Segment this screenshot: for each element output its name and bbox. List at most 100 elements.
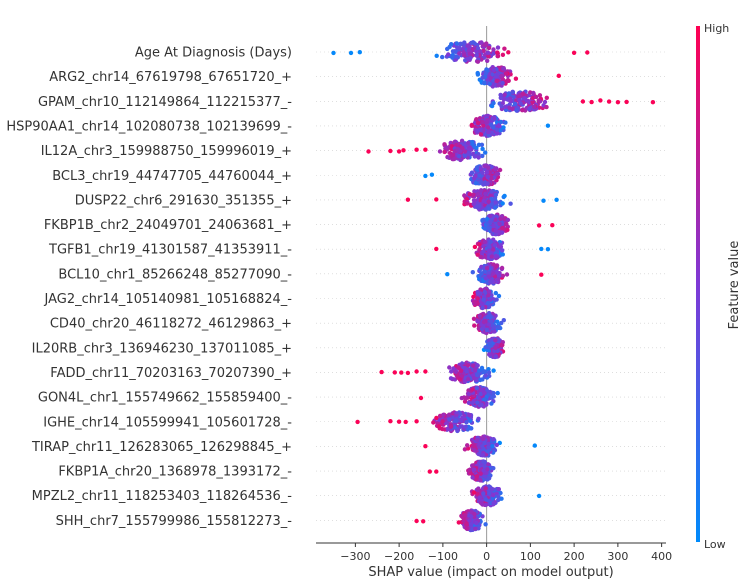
shap-point <box>571 50 577 55</box>
shap-point <box>458 157 463 163</box>
shap-point <box>502 92 507 98</box>
colorbar-title: Feature value <box>727 241 742 330</box>
shap-point <box>487 312 492 318</box>
shap-point <box>465 56 470 62</box>
shap-point <box>478 478 483 483</box>
shap-point <box>536 493 542 499</box>
shap-point <box>485 58 490 63</box>
shap-point <box>505 227 510 233</box>
shap-point <box>471 294 476 299</box>
shap-point <box>445 272 450 277</box>
shap-point <box>491 47 496 52</box>
shap-point <box>483 71 489 76</box>
shap-point <box>533 94 539 100</box>
shap-point <box>446 52 451 57</box>
shap-point <box>437 424 442 429</box>
x-tick-label: −300 <box>340 550 370 563</box>
shap-point <box>483 373 488 378</box>
shap-point <box>486 484 492 489</box>
shap-point <box>494 78 500 84</box>
shap-point <box>484 327 489 333</box>
shap-point <box>474 53 479 58</box>
x-tick-label: −100 <box>428 550 458 563</box>
shap-point <box>518 101 523 106</box>
shap-point <box>396 419 402 424</box>
shap-point <box>493 231 498 237</box>
shap-point <box>467 467 473 472</box>
shap-point <box>491 501 496 506</box>
feature-label: SHH_chr7_155799986_155812273_- <box>56 514 293 529</box>
shap-point <box>476 368 482 373</box>
shap-point <box>396 149 402 154</box>
shap-point <box>401 148 406 153</box>
shap-point <box>479 57 484 62</box>
shap-point <box>485 462 491 467</box>
shap-point <box>491 51 496 56</box>
shap-point <box>486 441 491 447</box>
shap-point <box>491 125 496 130</box>
feature-label: IL12A_chr3_159988750_159996019_+ <box>41 144 292 159</box>
shap-point <box>464 522 469 527</box>
feature-label: MPZL2_chr11_118253403_118264536_- <box>32 489 293 504</box>
shap-point <box>448 376 454 381</box>
shap-point <box>405 370 411 376</box>
shap-point <box>453 369 458 374</box>
shap-point <box>469 122 474 128</box>
colorbar-high-label: High <box>704 22 729 35</box>
shap-point <box>502 46 507 51</box>
shap-point <box>451 366 456 371</box>
shap-point <box>488 219 493 225</box>
shap-point <box>491 437 496 442</box>
shap-point <box>471 363 476 368</box>
shap-point <box>480 453 485 458</box>
shap-point <box>483 497 489 502</box>
shap-point <box>485 300 491 306</box>
shap-point <box>544 104 549 110</box>
shap-point <box>475 291 481 296</box>
shap-point <box>437 413 443 419</box>
shap-point <box>526 98 531 104</box>
shap-point <box>474 117 479 122</box>
shap-point <box>544 95 549 101</box>
shap-point <box>496 83 501 88</box>
shap-point <box>491 271 496 276</box>
shap-point <box>472 244 478 250</box>
shap-point <box>486 367 491 372</box>
shap-point <box>463 424 468 429</box>
shap-point <box>405 197 411 202</box>
shap-point <box>472 368 478 373</box>
shap-point <box>475 400 480 405</box>
shap-point <box>494 127 500 132</box>
shap-point <box>500 52 506 57</box>
shap-point <box>491 394 496 399</box>
shap-point <box>491 325 497 330</box>
shap-point <box>475 318 480 324</box>
shap-point <box>495 390 500 396</box>
shap-point <box>545 123 551 128</box>
shap-point <box>476 416 481 421</box>
shap-point <box>467 518 472 523</box>
shap-point <box>388 419 393 424</box>
shap-point <box>481 491 486 496</box>
shap-point <box>485 266 490 271</box>
shap-point <box>483 255 489 260</box>
shap-point <box>462 52 467 58</box>
shap-point <box>462 379 468 384</box>
shap-point <box>474 520 479 526</box>
shap-point <box>483 42 489 48</box>
shap-point <box>476 152 481 157</box>
shap-point <box>418 395 424 401</box>
shap-point <box>624 99 629 105</box>
shap-point <box>498 216 503 222</box>
shap-point <box>366 149 371 154</box>
shap-point <box>536 98 541 103</box>
shap-point <box>473 181 479 186</box>
shap-point <box>485 181 490 186</box>
shap-point <box>490 444 495 449</box>
shap-point <box>475 373 480 378</box>
x-tick-label: 400 <box>651 550 672 563</box>
shap-point <box>482 289 487 295</box>
shap-point <box>482 239 488 245</box>
shap-point <box>475 45 481 51</box>
shap-point <box>493 354 498 359</box>
